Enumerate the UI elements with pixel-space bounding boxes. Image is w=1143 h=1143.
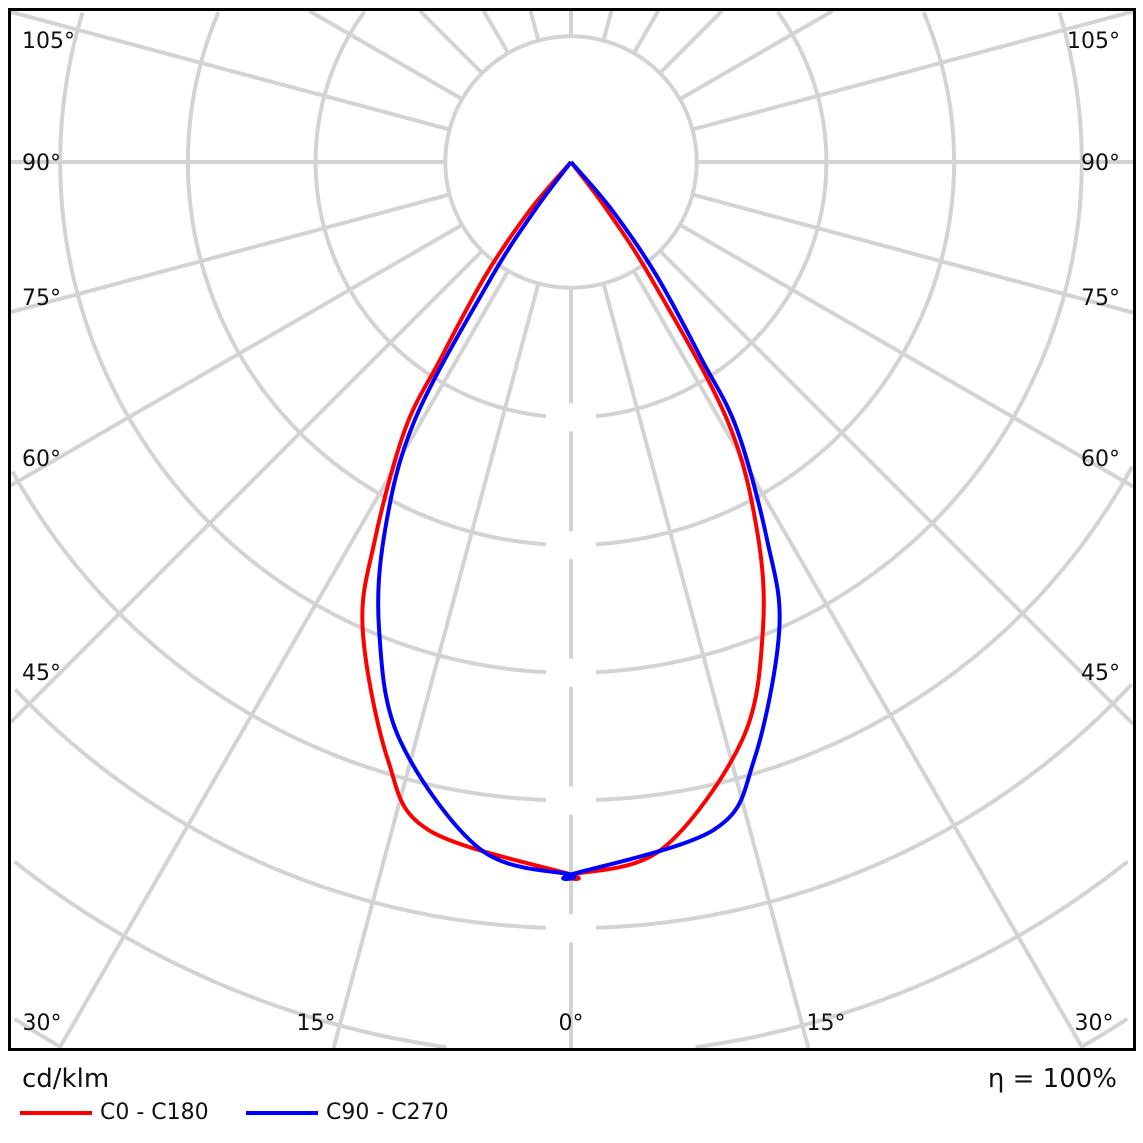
grid-spoke — [691, 9, 1134, 132]
grid-ring — [13, 683, 1133, 931]
grid-ring — [13, 1017, 1129, 1049]
radial-label-mask — [546, 531, 596, 560]
angle-labels: 30° 15° 0° 15° 30° 45° 45° 60° 60° 75° 75° 90° 90° 10… — [22, 29, 1120, 1036]
grid-ring — [10, 465, 1134, 803]
angle-label: 30° — [23, 1011, 62, 1036]
angle-label-left: 60° — [22, 447, 61, 472]
legend-item-c0: C0 - C180 — [20, 1100, 209, 1125]
radial-label-mask — [546, 403, 596, 432]
efficiency-label: η = 100% — [987, 1064, 1117, 1094]
grid-spoke — [9, 222, 464, 488]
grid-ring — [58, 12, 1084, 675]
legend-swatch-red — [20, 1110, 92, 1115]
angle-label-right: 90° — [1081, 151, 1120, 176]
curve-c90-c270 — [376, 160, 782, 881]
angle-label: 15° — [807, 1011, 846, 1036]
polar-grid — [9, 9, 1135, 1050]
grid-spoke — [57, 269, 511, 1049]
grid-spoke — [10, 10, 451, 132]
grid-spoke — [657, 248, 1135, 726]
angle-label-left: 45° — [22, 661, 61, 686]
angle-label: 0° — [559, 1011, 584, 1036]
angle-label-left: 90° — [22, 151, 61, 176]
grid-spoke — [9, 248, 485, 724]
legend-item-c90: C90 - C270 — [246, 1100, 449, 1125]
grid-spoke — [678, 9, 834, 102]
grid-spoke — [657, 9, 724, 76]
legend-label: C0 - C180 — [100, 1100, 209, 1125]
grid-spoke — [601, 10, 614, 42]
radial-label-mask — [546, 914, 596, 943]
grid-spoke — [631, 10, 660, 55]
legend-label: C90 - C270 — [326, 1100, 449, 1125]
angle-label-right: 75° — [1081, 286, 1120, 311]
chart-frame — [8, 8, 1136, 1051]
grid-spoke — [418, 9, 485, 76]
grid-ring — [185, 11, 957, 548]
grid-spoke — [601, 282, 811, 1049]
radial-label-mask — [546, 786, 596, 815]
grid-spoke — [482, 9, 511, 55]
grid-spoke — [691, 192, 1134, 315]
angle-label-left: 75° — [22, 286, 61, 311]
angle-label-right: 45° — [1081, 661, 1120, 686]
angle-label: 15° — [297, 1011, 336, 1036]
grid-spoke — [528, 10, 541, 42]
grid-spoke — [331, 282, 541, 1049]
angle-label: 30° — [1075, 1011, 1114, 1036]
grid-spoke — [678, 222, 1135, 489]
angle-label-left: 105° — [22, 29, 75, 54]
grid-spoke — [10, 192, 451, 314]
legend-swatch-blue — [246, 1110, 318, 1115]
grid-ring — [13, 860, 1129, 1050]
angle-label-right: 105° — [1067, 29, 1120, 54]
angle-label-right: 60° — [1081, 447, 1120, 472]
grid-spoke — [308, 9, 464, 102]
radial-label-mask — [546, 658, 596, 687]
unit-label: cd/klm — [22, 1064, 110, 1094]
grid-spoke — [631, 269, 1085, 1050]
curves — [360, 160, 782, 881]
